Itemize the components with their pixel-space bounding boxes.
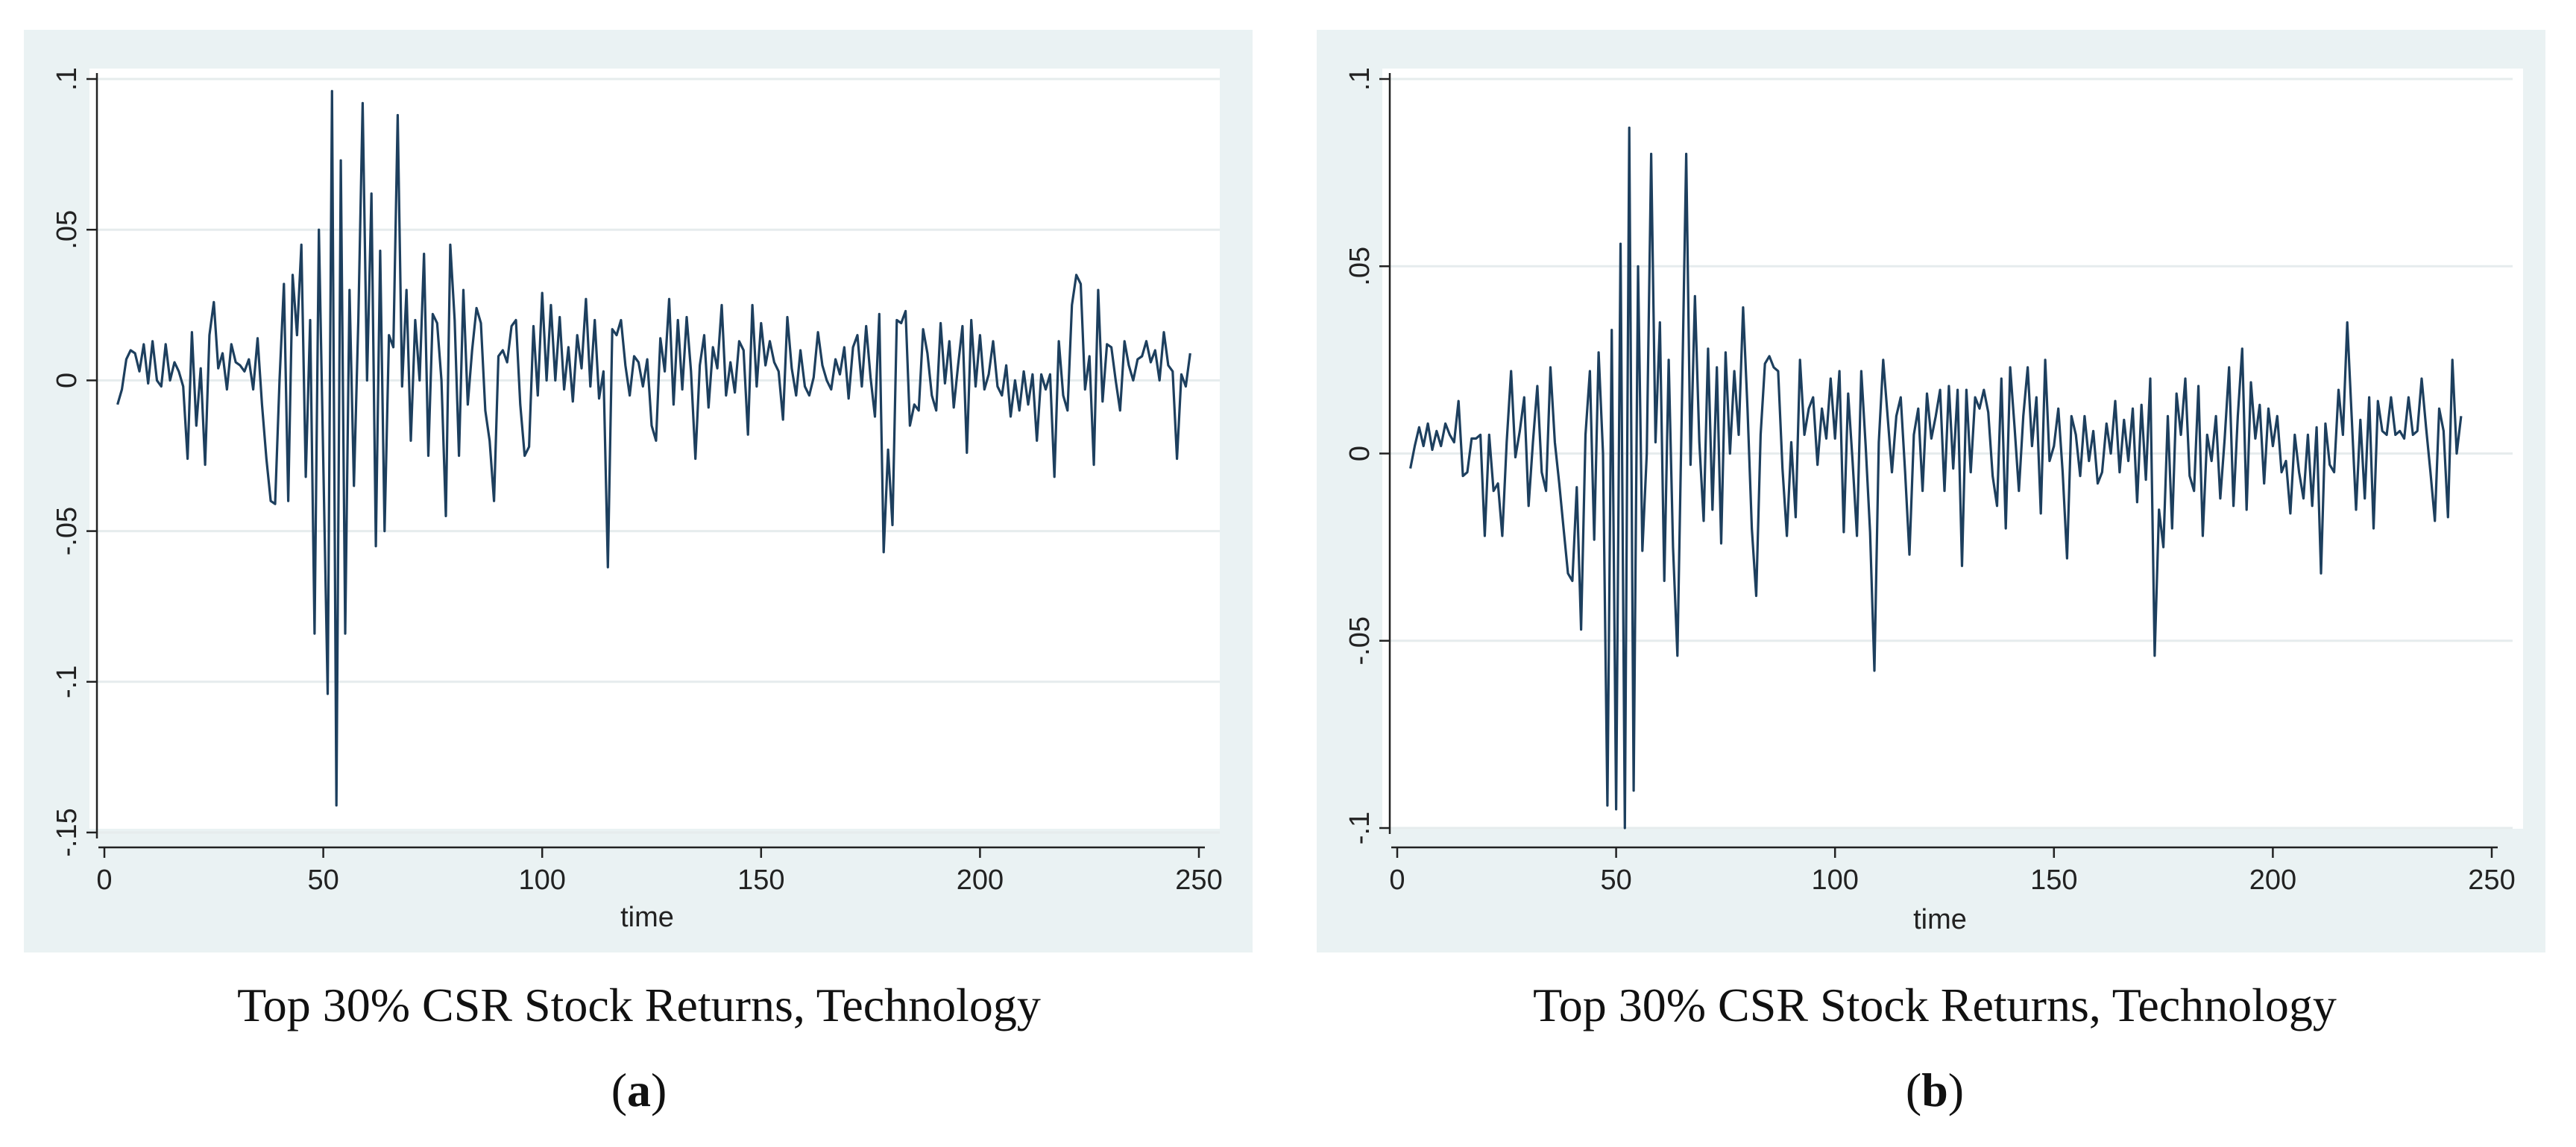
chart-panel-a: 0 50 100 150 200 250 -.15 -.1 -.05 0 .05 .1 time T… xyxy=(24,30,1253,1116)
y-tick-label: .1 xyxy=(1344,67,1376,91)
panel-label: (a) xyxy=(611,1064,667,1116)
x-tick-label: 150 xyxy=(2030,865,2077,896)
x-axis-title: time xyxy=(620,902,674,933)
y-ticks: -.1 -.05 0 .05 .1 xyxy=(1344,67,1390,844)
x-tick-label: 250 xyxy=(1175,865,1222,896)
y-tick-label: 0 xyxy=(1344,446,1376,461)
y-ticks: -.15 -.1 -.05 0 .05 .1 xyxy=(51,67,97,857)
panel-letter: b xyxy=(1921,1064,1948,1116)
chart-caption: Top 30% CSR Stock Returns, Technology xyxy=(1533,979,2337,1031)
y-tick-label: -.05 xyxy=(51,507,83,555)
panel-letter: a xyxy=(627,1064,651,1116)
y-tick-label: .1 xyxy=(51,67,83,91)
y-tick-label: -.1 xyxy=(51,666,83,698)
x-ticks: 0 50 100 150 200 250 xyxy=(1389,847,2516,896)
x-tick-label: 200 xyxy=(2249,865,2296,896)
y-tick-label: -.15 xyxy=(51,808,83,856)
y-tick-label: -.1 xyxy=(1344,812,1376,844)
series-line xyxy=(1409,126,2463,830)
y-tick-label: .05 xyxy=(51,210,83,250)
plot-area xyxy=(89,69,1220,829)
y-tick-label: 0 xyxy=(51,373,83,388)
axes xyxy=(95,73,1205,849)
chart-panel-b: 0 50 100 150 200 250 -.1 -.05 0 .05 .1 time Top 3… xyxy=(1317,30,2545,1116)
chart-caption: Top 30% CSR Stock Returns, Technology xyxy=(237,979,1041,1031)
x-tick-label: 0 xyxy=(1389,865,1405,896)
x-tick-label: 200 xyxy=(957,865,1004,896)
x-tick-label: 50 xyxy=(1600,865,1631,896)
x-tick-label: 150 xyxy=(737,865,784,896)
y-tick-label: -.05 xyxy=(1344,616,1376,665)
y-tick-label: .05 xyxy=(1344,247,1376,286)
x-axis-title: time xyxy=(1913,904,1967,935)
x-tick-label: 100 xyxy=(518,865,565,896)
x-tick-label: 0 xyxy=(96,865,112,896)
panel-label: (b) xyxy=(1906,1064,1964,1116)
x-tick-label: 100 xyxy=(1811,865,1858,896)
x-tick-label: 50 xyxy=(307,865,338,896)
x-ticks: 0 50 100 150 200 250 xyxy=(96,847,1223,896)
x-tick-label: 250 xyxy=(2468,865,2515,896)
series-line xyxy=(116,89,1191,807)
